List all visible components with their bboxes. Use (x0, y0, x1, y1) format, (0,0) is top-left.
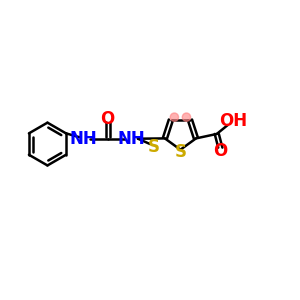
Circle shape (170, 113, 178, 121)
Text: O: O (213, 142, 227, 160)
Circle shape (182, 113, 190, 121)
Text: S: S (174, 143, 186, 161)
Text: O: O (100, 110, 115, 128)
Text: OH: OH (219, 112, 247, 130)
Text: S: S (148, 138, 160, 156)
Text: NH: NH (70, 130, 98, 148)
Text: NH: NH (118, 130, 145, 148)
